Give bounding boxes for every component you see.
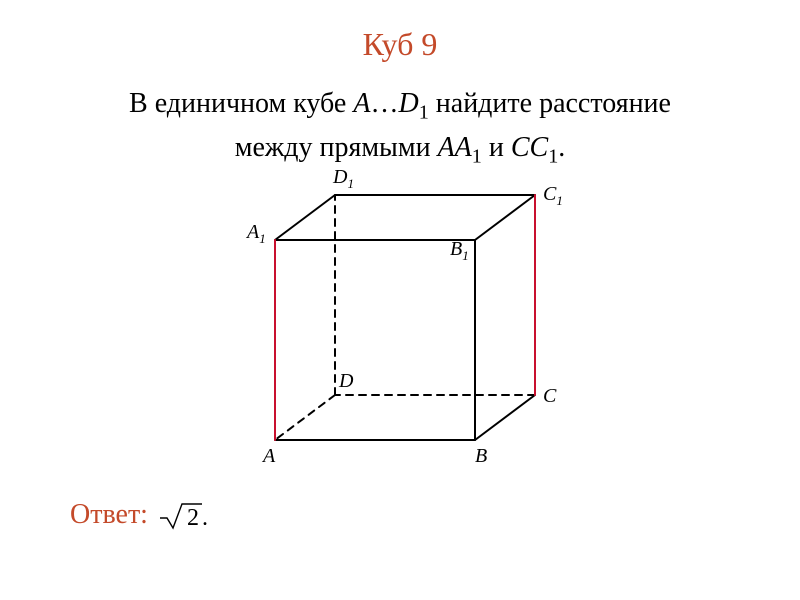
- line1-sym2: D: [398, 88, 418, 119]
- slide: Куб 9 В единичном кубе A…D1 найдите расс…: [0, 0, 800, 600]
- cube-svg: A1 B1 C1 D1 A B C D: [235, 170, 565, 470]
- answer-value: 2 .: [158, 498, 214, 532]
- line2-sym2: CC: [511, 132, 548, 163]
- line2-mid: и: [482, 132, 511, 163]
- vertex-label-C1: C1: [543, 183, 563, 208]
- vertex-label-D1: D1: [332, 170, 354, 191]
- line2-sub2: 1: [548, 145, 558, 167]
- line1-ellipsis: …: [370, 88, 398, 119]
- edge-B1-C1: [475, 195, 535, 240]
- sqrt-icon: 2 .: [158, 498, 214, 532]
- cube-diagram: A1 B1 C1 D1 A B C D: [235, 170, 565, 470]
- vertex-label-B1: B1: [450, 238, 469, 263]
- slide-title: Куб 9: [0, 26, 800, 63]
- answer-row: Ответ: 2 .: [70, 498, 214, 532]
- edge-D1-A1: [275, 195, 335, 240]
- problem-statement: В единичном кубе A…D1 найдите расстояние…: [0, 84, 800, 172]
- line1-suffix: найдите расстояние: [429, 88, 671, 119]
- line2-prefix: между прямыми: [235, 132, 438, 163]
- line1-sym1: A: [353, 88, 370, 119]
- radicand: 2: [187, 505, 199, 531]
- line1-prefix: В единичном кубе: [129, 88, 353, 119]
- vertex-label-B: B: [475, 445, 487, 467]
- line2-sym1: AA: [438, 132, 472, 163]
- line1-sub2: 1: [419, 102, 429, 124]
- answer-label: Ответ:: [70, 499, 148, 531]
- vertex-label-D: D: [338, 370, 354, 392]
- problem-line2: между прямыми AA1 и CC1.: [235, 132, 566, 163]
- edge-D-A: [275, 395, 335, 440]
- vertex-label-C: C: [543, 385, 557, 407]
- edge-B-C: [475, 395, 535, 440]
- vertex-label-A1: A1: [245, 221, 266, 246]
- line2-end: .: [558, 132, 565, 163]
- line2-sub1: 1: [472, 145, 482, 167]
- problem-line1: В единичном кубе A…D1 найдите расстояние: [129, 88, 671, 119]
- vertex-label-A: A: [261, 445, 276, 467]
- answer-period: .: [202, 505, 208, 531]
